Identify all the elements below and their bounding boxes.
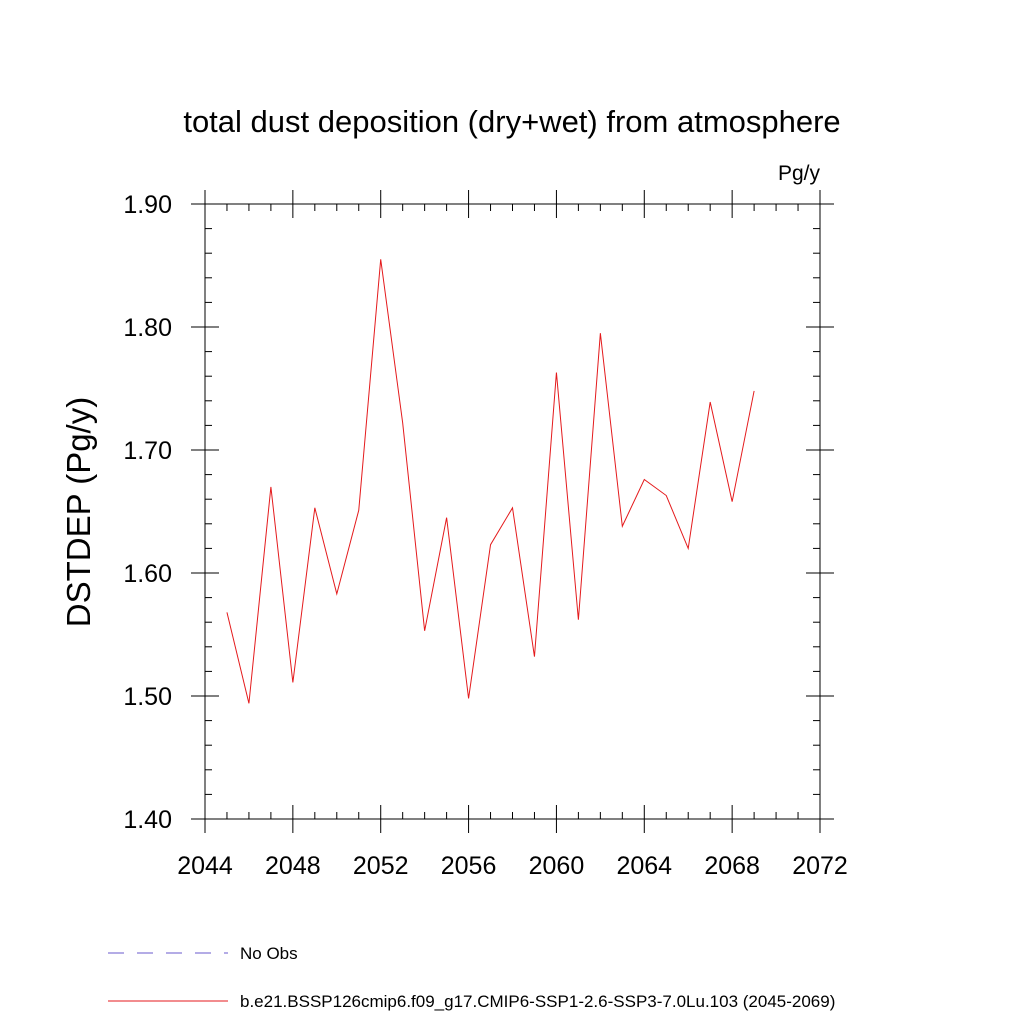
legend-label: b.e21.BSSP126cmip6.f09_g17.CMIP6-SSP1-2.… [240, 992, 835, 1011]
x-tick-label: 2060 [529, 852, 585, 880]
x-tick-label: 2072 [792, 852, 848, 880]
chart-title: total dust deposition (dry+wet) from atm… [183, 104, 840, 139]
units-label: Pg/y [778, 162, 821, 185]
x-tick-label: 2064 [616, 852, 672, 880]
series-layer [226, 259, 755, 704]
x-tick-label: 2056 [441, 852, 497, 880]
x-tick-label: 2044 [177, 852, 233, 880]
y-tick-label: 1.40 [123, 806, 172, 834]
y-tick-label: 1.50 [123, 683, 172, 711]
plot-frame [204, 203, 821, 820]
legend: No Obs b.e21.BSSP126cmip6.f09_g17.CMIP6-S… [108, 944, 835, 1011]
legend-label: No Obs [240, 944, 298, 963]
y-tick-label: 1.60 [123, 560, 172, 588]
x-tick-label: 2052 [353, 852, 409, 880]
axis-ticks [191, 190, 834, 833]
series-line [226, 259, 755, 704]
y-tick-label: 1.90 [123, 191, 172, 219]
y-tick-label: 1.70 [123, 437, 172, 465]
x-tick-label: 2048 [265, 852, 321, 880]
x-tick-label: 2068 [704, 852, 760, 880]
tick-labels: 2044 2048 2052 2056 2060 2064 2068 2072 1.40 1.50… [123, 191, 847, 880]
y-axis-label: DSTDEP (Pg/y) [60, 397, 97, 627]
y-tick-label: 1.80 [123, 314, 172, 342]
